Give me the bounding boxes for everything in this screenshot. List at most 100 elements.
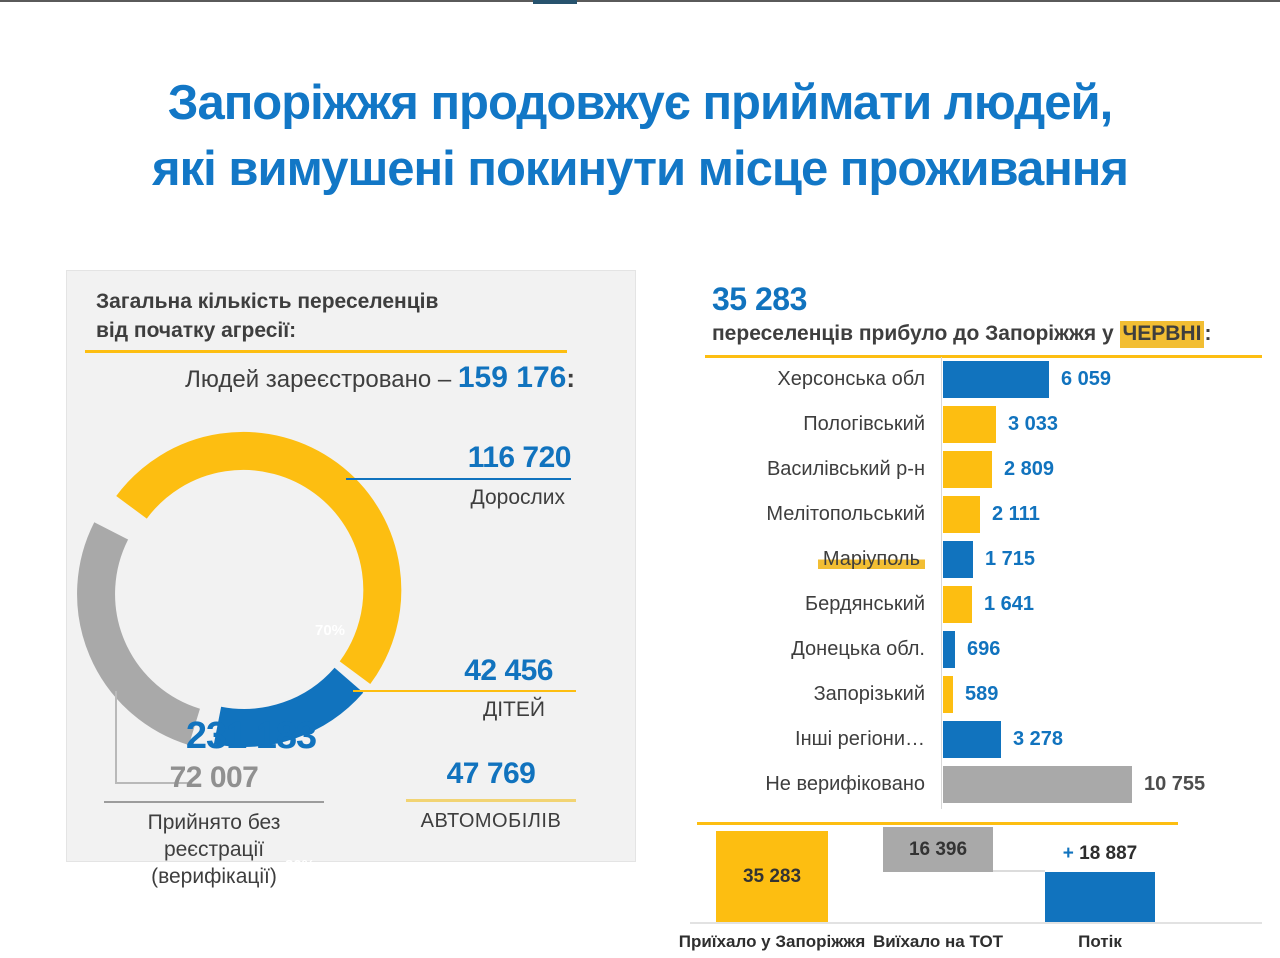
registered-value: 159 176	[457, 361, 567, 394]
bar-value: 2 111	[992, 503, 1040, 525]
top-edge-line	[0, 0, 1280, 4]
bar	[943, 586, 972, 623]
registered-prefix: Людей зареєстровано –	[185, 366, 458, 393]
bar	[943, 676, 953, 713]
stat-children: 42 456 ДІТЕЙ	[347, 654, 553, 722]
waterfall-flow-label: Потік	[1078, 932, 1122, 951]
bar-value: 1 641	[984, 593, 1035, 615]
stat-cars-value: 47 769	[446, 757, 536, 790]
header-divider	[85, 350, 567, 353]
bar-row: Донецька обл. 696	[690, 627, 1268, 672]
registered-line: Людей зареєстровано – 159 176:	[97, 361, 575, 395]
waterfall-arrived-label: Приїхало у Запоріжжя	[678, 932, 866, 951]
donut-chart: 231 183 70% 30%	[74, 419, 414, 874]
waterfall-top-line	[697, 822, 1178, 825]
donut-adults-percent-label: 70%	[314, 622, 346, 639]
plus-sign: +	[1062, 843, 1074, 864]
subtitle-divider	[705, 355, 1262, 358]
bar-value: 2 809	[1004, 458, 1055, 480]
stat-cars-label: АВТОМОБІЛІВ	[420, 810, 562, 832]
bar-value: 6 059	[1061, 368, 1112, 390]
bar-row: Херсонська обл 6 059	[690, 357, 1268, 402]
bar-row: Пологівський 3 033	[690, 402, 1268, 447]
adults-callout-line	[346, 478, 571, 480]
total-displaced-card: Загальна кількість переселенців від поча…	[66, 270, 636, 888]
donut-children-percent-label: 30%	[284, 857, 316, 874]
bar-value: 696	[967, 638, 1001, 660]
page-title-line2: які вимушені покинути місце проживання	[152, 142, 1129, 196]
bar	[943, 361, 1049, 398]
bar-label: Донецька обл.	[791, 638, 925, 660]
bar	[943, 721, 1001, 758]
monthly-subtitle: переселенців прибуло до Запоріжжя у ЧЕРВ…	[712, 321, 1211, 348]
page-title: Запоріжжя продовжує приймати людей, які …	[0, 70, 1280, 202]
bar-label: Пологівський	[803, 413, 925, 435]
bar-label: Не верифіковано	[765, 773, 925, 795]
waterfall-baseline	[690, 922, 1262, 924]
bar-chart-axis	[941, 357, 942, 809]
card-header-line2: від початку агресії:	[96, 319, 297, 342]
bar	[943, 631, 955, 668]
bar-label: Херсонська обл	[777, 368, 925, 390]
card-header: Загальна кількість переселенців від поча…	[96, 287, 438, 345]
registered-colon: :	[566, 363, 575, 393]
region-bar-chart-rows: Херсонська обл 6 059 Пологівський 3 033 Васи…	[690, 357, 1268, 807]
bar	[943, 451, 992, 488]
card-header-line1: Загальна кількість переселенців	[96, 290, 439, 313]
bar-label: Бердянський	[805, 593, 925, 615]
bar-row: Запорізький 589	[690, 672, 1268, 717]
donut-segment	[116, 432, 402, 684]
waterfall-arrived-value: 35 283	[742, 865, 802, 887]
monthly-total-value: 35 283	[712, 281, 807, 317]
unregistered-callout-line-horizontal	[115, 782, 191, 784]
bar-label: Мелітопольський	[766, 503, 925, 525]
bar-row: Маріуполь 1 715	[690, 537, 1268, 582]
bar-row: Мелітопольський 2 111	[690, 492, 1268, 537]
bar-value: 3 278	[1013, 728, 1064, 750]
waterfall-left-bar: 16 396	[883, 827, 993, 872]
donut-segment	[77, 522, 201, 746]
stat-unregistered-rule	[104, 801, 324, 803]
waterfall-left-label: Виїхало на ТОТ	[872, 932, 1004, 951]
bar-label: Маріуполь	[690, 548, 935, 571]
bar	[943, 496, 980, 533]
stat-cars: 47 769 АВТОМОБІЛІВ	[406, 757, 576, 833]
waterfall-flow-bar	[1045, 872, 1155, 922]
bar-value: 3 033	[1008, 413, 1059, 435]
stat-unregistered-value: 72 007	[169, 761, 259, 794]
monthly-arrivals-panel: 35 283 переселенців прибуло до Запоріжжя…	[679, 278, 1268, 958]
stat-adults-value: 116 720	[467, 441, 572, 474]
bar	[943, 766, 1132, 803]
month-highlight: ЧЕРВНІ	[1119, 321, 1205, 348]
stat-cars-rule	[406, 799, 576, 802]
waterfall-left-value: 16 396	[908, 838, 968, 860]
bar	[943, 406, 996, 443]
stat-children-label: ДІТЕЙ	[483, 698, 545, 721]
waterfall-arrived-bar: 35 283	[716, 831, 828, 922]
bar-label: Запорізький	[813, 683, 925, 705]
donut-segment	[213, 667, 364, 747]
bar	[943, 541, 973, 578]
bar-value: 10 755	[1144, 773, 1206, 795]
bar-value: 1 715	[985, 548, 1036, 570]
waterfall-flow-value: + 18 887	[1062, 843, 1138, 864]
bar-row: Бердянський 1 641	[690, 582, 1268, 627]
stat-children-value: 42 456	[464, 654, 553, 687]
bar-row: Не верифіковано 10 755	[690, 762, 1268, 807]
bar-label: Інші регіони…	[795, 728, 925, 750]
donut-svg	[77, 432, 402, 747]
stat-unregistered-label: Прийнято без реєстрації (верифікації)	[147, 811, 281, 888]
bar-row: Василівський р-н 2 809	[690, 447, 1268, 492]
bar-value: 589	[965, 683, 999, 705]
bar-row: Інші регіони… 3 278	[690, 717, 1268, 762]
donut-total: 231 183	[185, 715, 317, 757]
children-callout-line	[353, 690, 576, 692]
top-edge-accent	[533, 0, 577, 4]
bar-label: Василівський р-н	[766, 458, 925, 480]
page-title-line1: Запоріжжя продовжує приймати людей,	[167, 76, 1113, 130]
waterfall-connector-line	[993, 870, 1045, 872]
unregistered-callout-line-vertical	[115, 691, 117, 784]
stat-adults-label: Дорослих	[470, 486, 565, 509]
stat-unregistered: 72 007 Прийнято без реєстрації (верифіка…	[104, 761, 324, 890]
stat-adults: 116 720 Дорослих	[347, 441, 572, 510]
